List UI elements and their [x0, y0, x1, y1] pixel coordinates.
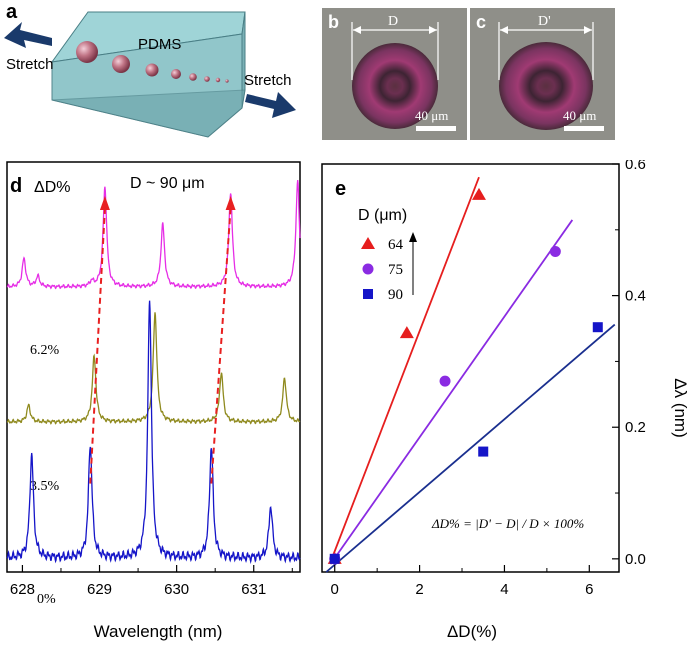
fit-line-90	[325, 323, 616, 573]
scale-bar	[564, 126, 604, 131]
x-tick-label: 630	[164, 581, 189, 598]
x-tick-label: 628	[10, 581, 35, 598]
dim-arrow-left	[353, 26, 361, 34]
pdms-slab-bottom	[51, 89, 246, 138]
panel-e-letter: e	[335, 178, 346, 200]
data-point-90	[592, 322, 603, 333]
peak-shift-arrowhead	[225, 196, 236, 210]
spectrum-line-3.5pct	[6, 312, 301, 425]
x-tick-label: 0	[331, 581, 339, 598]
dim-arrow-right	[429, 26, 437, 34]
series-label: 0%	[37, 592, 56, 607]
legend-label: 75	[388, 262, 403, 278]
legend-marker-64	[361, 237, 375, 249]
microsphere	[225, 79, 229, 83]
series-label: 3.5%	[30, 479, 60, 494]
stretch-right-label: Stretch	[244, 72, 292, 89]
x-axis-label: ΔD(%)	[447, 622, 497, 641]
peak-shift-dashed-line	[89, 207, 106, 484]
scale-bar-label: 40 μm	[415, 108, 448, 123]
pdms-label: PDMS	[138, 36, 181, 53]
plot-frame	[321, 163, 620, 573]
dim-label-d-prime: D'	[538, 14, 551, 29]
microsphere	[215, 77, 221, 83]
scale-bar	[416, 126, 456, 131]
legend-marker-75	[362, 263, 374, 275]
y-tick-label: 0.4	[625, 288, 646, 305]
legend-arrow-head	[409, 232, 417, 242]
x-tick-label: 6	[585, 581, 593, 598]
data-point-90	[329, 553, 340, 564]
spectrum-line-0pct	[6, 300, 301, 565]
data-point-75	[549, 246, 561, 258]
panel-a-letter: a	[6, 1, 18, 23]
microdisk	[499, 42, 593, 130]
stretch-left-arrow	[4, 22, 52, 48]
microsphere	[171, 69, 181, 79]
microsphere	[112, 55, 130, 73]
x-tick-label: 631	[241, 581, 266, 598]
legend-title: D (μm)	[358, 207, 407, 224]
series-label: 6.2%	[30, 343, 60, 358]
data-point-64	[399, 326, 414, 339]
panel-c-micrograph: D' c 40 μm	[470, 8, 615, 140]
dim-arrow-right	[584, 26, 592, 34]
legend-marker-90	[363, 289, 373, 299]
spectrum-line-6.2pct	[6, 180, 301, 290]
y-tick-label: 0.0	[625, 551, 646, 568]
microsphere	[145, 63, 159, 77]
data-point-90	[478, 446, 489, 457]
formula-text: ΔD% = |D' − D| / D × 100%	[431, 516, 584, 531]
stretch-right-arrow	[245, 92, 296, 118]
peak-shift-dashed-line	[210, 207, 232, 484]
formula-box: ΔD% = |D' − D| / D × 100%	[431, 516, 584, 531]
microsphere	[189, 73, 197, 81]
microsphere	[204, 76, 210, 82]
x-axis-label: Wavelength (nm)	[94, 622, 223, 641]
data-point-64	[471, 187, 486, 200]
fit-line-64	[329, 176, 480, 563]
panel-e-scatter-chart: e D (μm) 64 75 90 0 2 4 6 0.0 0.2 0.4 0.6 Δλ (nm…	[321, 160, 689, 641]
stretch-left-label: Stretch	[6, 56, 54, 73]
microsphere	[76, 41, 98, 63]
legend-heading: ΔD%	[34, 179, 70, 196]
x-tick-label: 4	[500, 581, 508, 598]
x-tick-label: 629	[87, 581, 112, 598]
legend-label: 64	[388, 237, 404, 253]
chart-title: D ~ 90 μm	[130, 175, 205, 192]
panel-a-schematic: a PDMS Stretch Stretch	[4, 1, 296, 138]
y-tick-label: 0.6	[625, 160, 646, 173]
panel-d-spectra-chart: d ΔD% D ~ 90 μm 6.2%3.5%0% 628 629 630 631 …	[6, 161, 301, 641]
panel-b-letter: b	[328, 12, 339, 32]
y-tick-label: 0.2	[625, 419, 646, 436]
panel-c-letter: c	[476, 12, 486, 32]
dim-arrow-left	[500, 26, 508, 34]
dim-label-d: D	[388, 14, 398, 29]
y-axis-label: Δλ (nm)	[671, 378, 689, 438]
scale-bar-label: 40 μm	[563, 108, 596, 123]
microdisk	[352, 43, 438, 129]
panel-b-micrograph: D b 40 μm	[322, 8, 467, 140]
plot-frame	[6, 161, 301, 573]
fit-line-75	[329, 219, 574, 565]
x-tick-label: 2	[415, 581, 423, 598]
data-point-75	[439, 375, 451, 387]
panel-d-letter: d	[10, 175, 22, 197]
legend-label: 90	[388, 287, 403, 303]
peak-shift-arrowhead	[99, 196, 110, 210]
